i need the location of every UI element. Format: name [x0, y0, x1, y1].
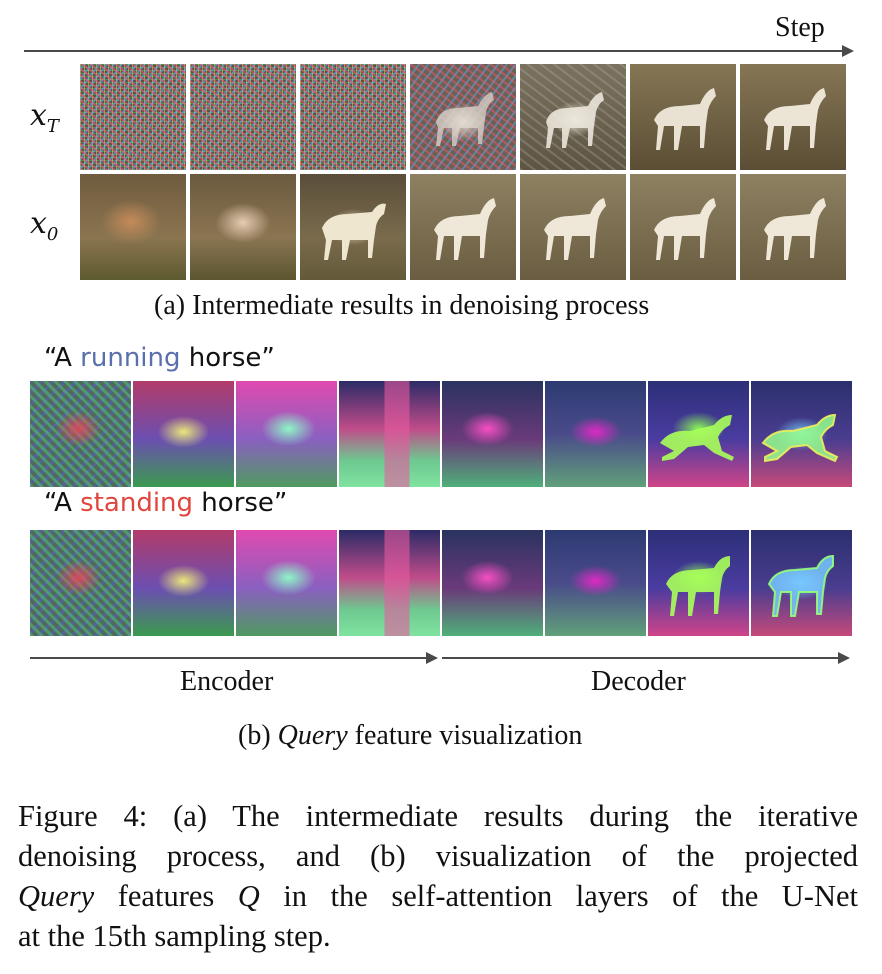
prompt-standing-open: “A	[44, 488, 81, 518]
x0-step-3-image	[300, 174, 406, 280]
prompt-running-open: “A	[44, 343, 81, 373]
prompt-running-close: horse”	[180, 343, 275, 373]
prompt-running-word: running	[80, 343, 181, 373]
standing-feature-4	[339, 530, 440, 636]
figure-caption: Figure 4: (a) The intermediate results d…	[18, 796, 858, 956]
xt-step-6-image	[630, 64, 736, 170]
running-feature-8	[751, 381, 852, 487]
x0-step-4-image	[410, 174, 516, 280]
row-label-xt-sub: T	[46, 116, 59, 137]
running-horse-icon	[660, 415, 734, 461]
step-arrow-line	[24, 50, 844, 52]
xt-step-5-image	[520, 64, 626, 170]
prompt-standing: “A standing horse”	[44, 488, 287, 518]
prompt-standing-word: standing	[80, 488, 194, 518]
caption-b: (b) Query feature visualization	[238, 720, 582, 752]
horse-silhouette-icon	[546, 92, 604, 148]
standing-feature-7	[648, 530, 749, 636]
xt-step-1-image	[80, 64, 186, 170]
x0-step-7-image	[740, 174, 846, 280]
step-arrow-head	[842, 45, 854, 57]
row-label-xt: xT	[30, 98, 59, 137]
horse-silhouette-icon	[764, 88, 826, 150]
decoder-arrow-line	[442, 657, 840, 659]
running-feature-2	[133, 381, 234, 487]
figure-caption-features: features	[94, 879, 238, 913]
running-feature-5	[442, 381, 543, 487]
horse-silhouette-icon	[654, 88, 716, 150]
xt-step-7-image	[740, 64, 846, 170]
standing-horse-icon	[666, 556, 730, 616]
horse-silhouette-icon	[436, 92, 494, 146]
figure-caption-query: Query	[18, 879, 95, 913]
horse-silhouette-icon	[322, 203, 386, 260]
horse-silhouette-icon	[764, 198, 826, 260]
caption-a: (a) Intermediate results in denoising pr…	[154, 290, 650, 321]
xt-step-3-image	[300, 64, 406, 170]
encoder-arrow-line	[30, 657, 428, 659]
x0-step-5-image	[520, 174, 626, 280]
encoder-arrow-head	[426, 652, 438, 664]
running-horse-icon	[761, 413, 839, 463]
x0-step-6-image	[630, 174, 736, 280]
standing-feature-8	[751, 530, 852, 636]
running-feature-6	[545, 381, 646, 487]
standing-feature-5	[442, 530, 543, 636]
decoder-arrow-head	[838, 652, 850, 664]
row-label-xt-var: x	[30, 98, 47, 133]
row-label-x0-sub: 0	[46, 224, 59, 245]
horse-silhouette-icon	[544, 198, 606, 260]
xt-step-4-image	[410, 64, 516, 170]
caption-b-italic: Query	[277, 720, 348, 751]
standing-horse-icon	[767, 554, 834, 617]
encoder-label: Encoder	[180, 666, 274, 697]
prompt-standing-close: horse”	[193, 488, 288, 518]
xt-step-2-image	[190, 64, 296, 170]
running-feature-7	[648, 381, 749, 487]
row-label-x0-var: x	[30, 206, 47, 241]
step-label: Step	[775, 12, 825, 43]
figure-caption-line-4: at the 15th sampling step.	[18, 919, 331, 953]
standing-feature-3	[236, 530, 337, 636]
decoder-label: Decoder	[591, 666, 686, 697]
figure-caption-line-1: Figure 4: (a) The intermediate results d…	[18, 799, 858, 833]
xt-image-row	[80, 64, 846, 170]
standing-feature-6	[545, 530, 646, 636]
running-feature-3	[236, 381, 337, 487]
figure-caption-line-3: Query features Q in the self-attention l…	[18, 876, 858, 916]
standing-feature-1	[30, 530, 131, 636]
standing-feature-2	[133, 530, 234, 636]
running-feature-4	[339, 381, 440, 487]
figure-caption-q: Q	[237, 879, 260, 913]
figure-caption-line-2: denoising process, and (b) visualization…	[18, 839, 858, 873]
caption-b-suffix: feature visualization	[347, 720, 583, 751]
x0-image-row	[80, 174, 846, 280]
x0-step-1-image	[80, 174, 186, 280]
caption-b-prefix: (b)	[238, 720, 278, 751]
figure-caption-line-3-rest: in the self-attention layers of the U-Ne…	[259, 879, 858, 913]
running-feature-1	[30, 381, 131, 487]
prompt-running: “A running horse”	[44, 343, 275, 373]
horse-silhouette-icon	[654, 198, 716, 260]
x0-step-2-image	[190, 174, 296, 280]
row-label-x0: x0	[30, 206, 58, 245]
horse-silhouette-icon	[434, 198, 496, 260]
